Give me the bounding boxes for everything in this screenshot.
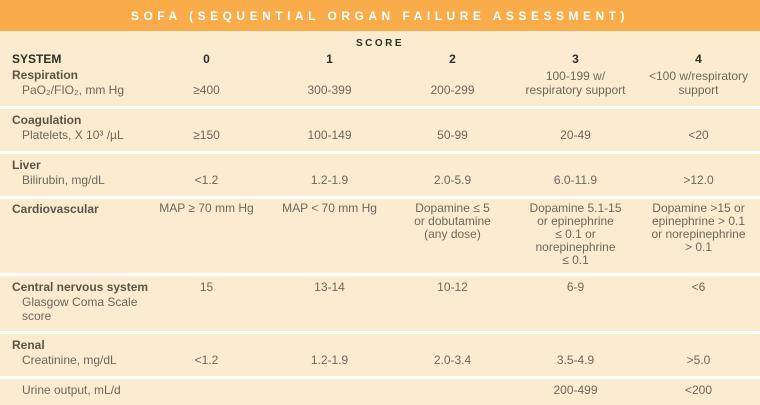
system-name: Liver: [12, 158, 41, 172]
renal-score-4: >5.0: [686, 353, 711, 367]
table-row-central-nervous-system: Central nervous system Glasgow Coma Scal…: [0, 280, 760, 323]
system-measure: Urine output, mL/d: [22, 383, 121, 397]
renal-score-3: 3.5-4.9: [556, 353, 595, 367]
cns-score-0: 15: [199, 280, 214, 294]
row-label-cardiovascular: Cardiovascular: [0, 202, 145, 217]
band-cardiovascular: Cardiovascular MAP ≥ 70 mm Hg MAP < 70 m…: [0, 199, 760, 276]
table-title: SOFA (SEQUENTIAL ORGAN FAILURE ASSESSMEN…: [131, 8, 629, 23]
system-name: Coagulation: [12, 113, 82, 127]
score-label: SCORE: [355, 38, 405, 49]
respiration-score-1: 300-399: [307, 83, 352, 97]
cardiovascular-score-1: MAP < 70 mm Hg: [282, 201, 377, 215]
column-header-4: 4: [695, 52, 702, 66]
liver-score-0: <1.2: [194, 173, 219, 187]
system-name: Central nervous system: [12, 280, 149, 294]
column-header-system: SYSTEM: [12, 52, 62, 66]
respiration-score-3: 100-199 w/ respiratory support: [525, 69, 626, 97]
row-label-central-nervous-system: Central nervous system Glasgow Coma Scal…: [0, 280, 149, 323]
system-measure: Creatinine, mg/dL: [22, 353, 117, 367]
system-measure: Bilirubin, mg/dL: [22, 173, 105, 187]
urine-output-score-4: <200: [684, 383, 713, 397]
row-label-urine-output: Urine output, mL/d: [0, 383, 145, 397]
respiration-score-0: ≥400: [193, 83, 220, 97]
band-score-respiration: SCORE SYSTEM 0 1 2 3 4 Respiration PaO₂/…: [0, 31, 760, 109]
column-header-3: 3: [572, 52, 579, 66]
cns-score-3: 6-9: [566, 280, 585, 294]
urine-output-score-3: 200-499: [553, 383, 598, 397]
coagulation-score-0: ≥150: [193, 128, 220, 142]
system-measure: PaO₂/FIO₂, mm Hg: [22, 83, 124, 97]
band-renal: Renal Creatinine, mg/dL <1.2 1.2-1.9 2.0…: [0, 334, 760, 379]
coagulation-score-1: 100-149: [307, 128, 352, 142]
cns-score-1: 13-14: [314, 280, 345, 294]
column-header-row: SYSTEM 0 1 2 3 4: [0, 51, 760, 67]
renal-score-0: <1.2: [194, 353, 219, 367]
table-row-renal: Renal Creatinine, mg/dL <1.2 1.2-1.9 2.0…: [0, 338, 760, 367]
system-measure: Glasgow Coma Scale score: [22, 295, 138, 323]
system-name: Cardiovascular: [12, 202, 99, 216]
column-header-0: 0: [203, 52, 210, 66]
row-label-coagulation: Coagulation Platelets, X 10³ /µL: [0, 113, 145, 142]
cardiovascular-score-0: MAP ≥ 70 mm Hg: [159, 201, 254, 215]
cns-score-2: 10-12: [437, 280, 468, 294]
cardiovascular-score-2: Dopamine ≤ 5 or dobutamine (any dose): [414, 201, 491, 241]
system-measure: Platelets, X 10³ /µL: [22, 128, 124, 142]
coagulation-score-3: 20-49: [560, 128, 591, 142]
row-label-respiration: Respiration PaO₂/FIO₂, mm Hg: [0, 68, 145, 97]
row-label-renal: Renal Creatinine, mg/dL: [0, 338, 145, 367]
liver-score-2: 2.0-5.9: [433, 173, 472, 187]
cardiovascular-score-4: Dopamine >15 or epinephrine > 0.1 or nor…: [651, 201, 746, 254]
renal-score-2: 2.0-3.4: [433, 353, 472, 367]
column-header-1: 1: [326, 52, 333, 66]
band-central-nervous-system: Central nervous system Glasgow Coma Scal…: [0, 276, 760, 334]
row-label-liver: Liver Bilirubin, mg/dL: [0, 158, 145, 187]
cns-score-4: <6: [691, 280, 706, 294]
table-row-liver: Liver Bilirubin, mg/dL <1.2 1.2-1.9 2.0-…: [0, 158, 760, 187]
liver-score-1: 1.2-1.9: [310, 173, 349, 187]
system-name: Respiration: [12, 68, 79, 82]
respiration-score-4: <100 w/respiratory support: [648, 69, 749, 97]
respiration-score-2: 200-299: [430, 83, 475, 97]
table-row-coagulation: Coagulation Platelets, X 10³ /µL ≥150 10…: [0, 113, 760, 142]
table-row-cardiovascular: Cardiovascular MAP ≥ 70 mm Hg MAP < 70 m…: [0, 202, 760, 267]
band-liver: Liver Bilirubin, mg/dL <1.2 1.2-1.9 2.0-…: [0, 154, 760, 199]
renal-score-1: 1.2-1.9: [310, 353, 349, 367]
table-row-urine-output: Urine output, mL/d 200-499 <200: [0, 383, 760, 397]
liver-score-3: 6.0-11.9: [553, 173, 598, 187]
system-name: Renal: [12, 338, 45, 352]
band-urine-output: Urine output, mL/d 200-499 <200: [0, 379, 760, 405]
table-row-respiration: Respiration PaO₂/FIO₂, mm Hg ≥400 300-39…: [0, 68, 760, 97]
coagulation-score-4: <20: [688, 128, 709, 142]
band-coagulation: Coagulation Platelets, X 10³ /µL ≥150 10…: [0, 109, 760, 154]
table-title-bar: SOFA (SEQUENTIAL ORGAN FAILURE ASSESSMEN…: [0, 0, 760, 31]
column-header-2: 2: [449, 52, 456, 66]
cardiovascular-score-3: Dopamine 5.1-15 or epinephrine ≤ 0.1 or …: [529, 201, 622, 267]
liver-score-4: >12.0: [683, 173, 714, 187]
coagulation-score-2: 50-99: [437, 128, 468, 142]
